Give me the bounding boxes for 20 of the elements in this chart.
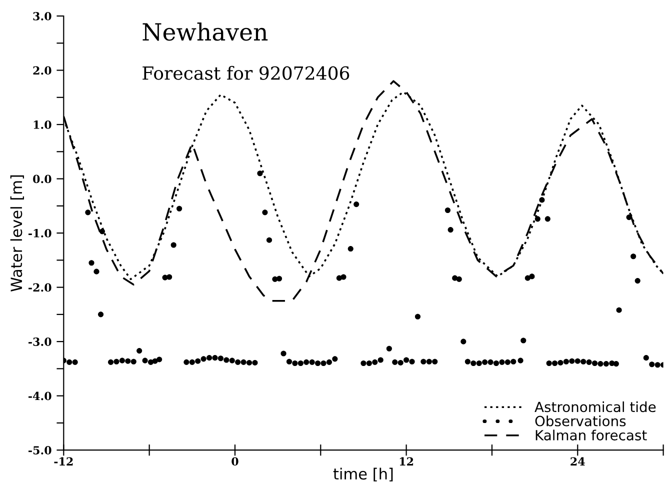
y-axis-title: Water level [m]: [10, 175, 24, 292]
x-tick-label: 12: [400, 457, 414, 466]
x-tick-label: 24: [570, 457, 585, 466]
y-tick-label: 3.0: [33, 12, 52, 20]
legend-label: Observations: [535, 416, 626, 426]
y-tick-label: 2.0: [33, 66, 52, 75]
y-tick-label: -5.0: [28, 446, 52, 454]
y-tick-label: -1.0: [28, 229, 52, 238]
x-axis-title: time [h]: [333, 468, 393, 482]
y-tick-label: -3.0: [28, 338, 52, 346]
y-tick-label: -4.0: [28, 392, 52, 400]
x-tick-label: 0: [232, 457, 238, 466]
x-tick-label: -12: [54, 457, 73, 466]
y-tick-label: -2.0: [28, 283, 52, 292]
y-tick-label: 1.0: [34, 120, 52, 129]
legend-label: Kalman forecast: [536, 430, 647, 440]
y-tick-label: 0.0: [33, 174, 52, 184]
chart-title: Newhaven: [142, 22, 268, 41]
text: Forecast for 92072406: [142, 66, 350, 80]
legend-label: Astronomical tide: [534, 401, 656, 412]
